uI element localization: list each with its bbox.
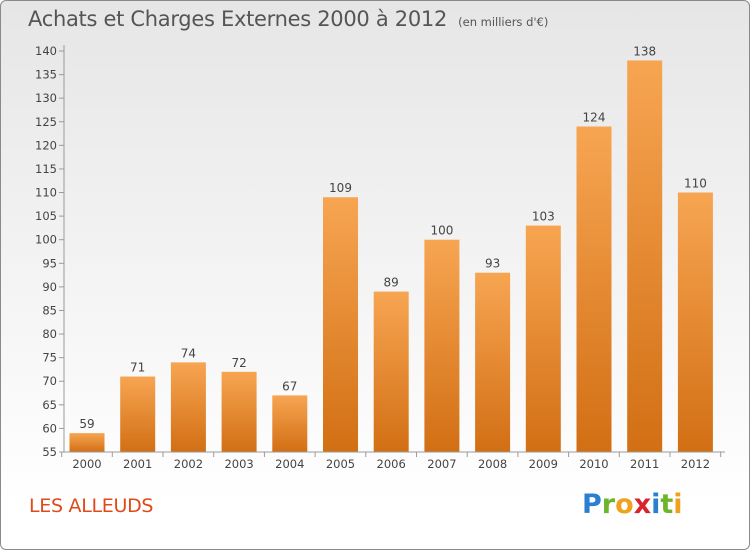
proxiti-logo: Proxiti <box>582 489 683 520</box>
y-tick-label: 85 <box>42 303 57 317</box>
bar <box>221 371 257 452</box>
x-axis: 2000 2001 2002 2003 2004 2005 2006 2007 2008 2009… <box>61 451 725 471</box>
y-tick-label: 60 <box>42 421 57 435</box>
bar <box>373 291 409 452</box>
logo-letter: t <box>660 489 674 520</box>
y-tick-label: 90 <box>42 280 57 294</box>
data-label: 100 <box>430 224 453 238</box>
x-tick-label: 2007 <box>427 457 456 471</box>
bar <box>424 239 460 452</box>
y-tick-label: 120 <box>35 138 57 152</box>
data-label: 67 <box>282 379 297 393</box>
x-tick-label: 2011 <box>630 457 659 471</box>
x-tick-label: 2008 <box>478 457 507 471</box>
data-label: 103 <box>532 210 555 224</box>
y-tick-label: 100 <box>35 233 57 247</box>
bar <box>475 272 511 452</box>
y-tick-label: 140 <box>35 44 57 58</box>
x-tick-label: 2001 <box>123 457 152 471</box>
chart-title: Achats et Charges Externes 2000 à 2012 <box>28 7 448 31</box>
data-label: 89 <box>384 276 399 290</box>
x-tick-label: 2000 <box>72 457 101 471</box>
y-tick-label: 105 <box>35 209 57 223</box>
bar <box>677 192 713 452</box>
x-tick-label: 2002 <box>174 457 203 471</box>
bar <box>576 126 612 452</box>
bar <box>272 395 308 452</box>
data-label: 71 <box>130 361 145 375</box>
y-tick-label: 70 <box>42 374 57 388</box>
y-axis: 55 60 65 70 75 80 85 90 95 100 105 110 115 120 125 130 1… <box>35 44 65 459</box>
data-label: 109 <box>329 181 352 195</box>
x-tick-label: 2010 <box>579 457 608 471</box>
data-label: 138 <box>633 44 656 58</box>
logo-letter: x <box>633 489 652 520</box>
y-tick-label: 65 <box>42 398 57 412</box>
chart-header: Achats et Charges Externes 2000 à 2012 (… <box>28 7 548 31</box>
bar <box>170 362 206 452</box>
logo-letter: P <box>582 489 602 520</box>
y-tick-label: 110 <box>35 186 57 200</box>
y-tick-label: 130 <box>35 91 57 105</box>
bar <box>323 197 358 452</box>
y-tick-label: 95 <box>42 256 57 270</box>
x-tick-label: 2012 <box>681 457 710 471</box>
y-tick-label: 125 <box>35 115 57 129</box>
y-tick-label: 80 <box>42 327 57 341</box>
x-tick-label: 2009 <box>529 457 558 471</box>
bars: 59 71 74 72 67 109 89 100 93 103 124 138 110 <box>69 44 713 452</box>
data-label: 110 <box>684 177 707 191</box>
logo-letter: o <box>615 489 634 520</box>
y-tick-label: 55 <box>42 445 57 459</box>
bar <box>627 60 663 452</box>
data-label: 74 <box>181 346 196 360</box>
data-label: 124 <box>583 110 606 124</box>
bar <box>120 376 156 452</box>
y-tick-label: 135 <box>35 68 57 82</box>
x-tick-label: 2005 <box>326 457 355 471</box>
x-tick-label: 2003 <box>224 457 253 471</box>
chart-subtitle: (en milliers d'€) <box>458 15 549 29</box>
bar <box>525 225 561 452</box>
y-tick-label: 115 <box>35 162 57 176</box>
logo-letter: i <box>651 489 661 520</box>
logo-letter: r <box>601 489 616 520</box>
place-label: LES ALLEUDS <box>29 495 154 517</box>
bar <box>69 433 105 452</box>
logo-letter: i <box>673 489 683 520</box>
y-tick-label: 75 <box>42 351 57 365</box>
data-label: 59 <box>79 417 94 431</box>
x-tick-label: 2006 <box>377 457 406 471</box>
data-label: 93 <box>485 257 500 271</box>
data-label: 72 <box>231 356 246 370</box>
x-tick-label: 2004 <box>275 457 304 471</box>
